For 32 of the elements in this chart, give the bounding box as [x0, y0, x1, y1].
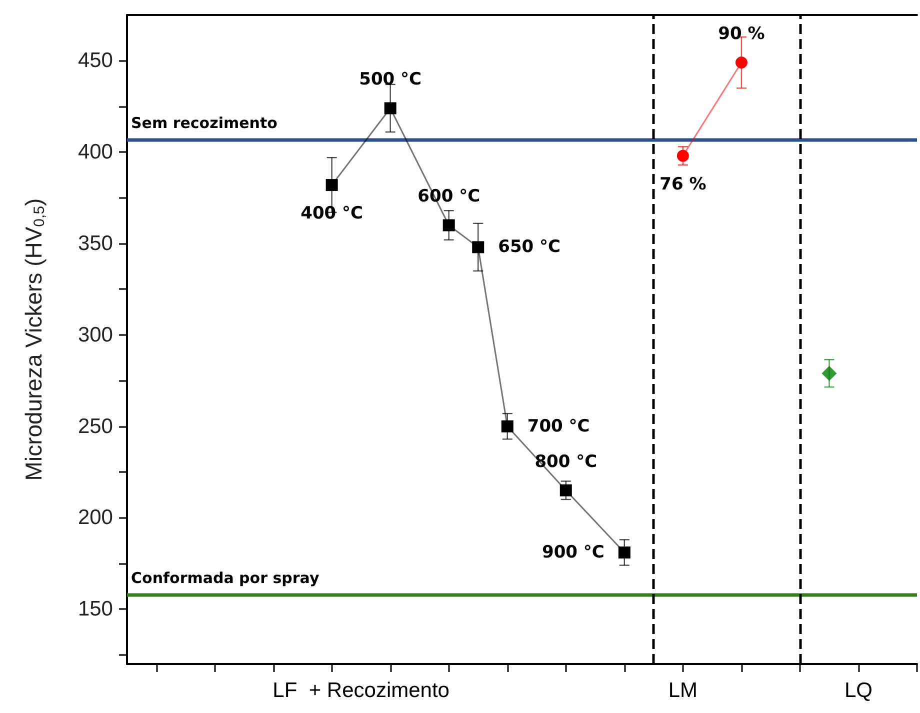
point [472, 241, 484, 254]
annotation: 500 °C [359, 70, 422, 90]
annotation: 700 °C [527, 416, 590, 436]
point [560, 484, 572, 496]
point [442, 219, 455, 232]
y-tick-label: 400 [78, 140, 113, 164]
y-tick-label: 200 [78, 506, 113, 530]
ref-line-label: Conformada por spray [131, 569, 320, 588]
y-axis-title: Microdureza Vickers (HV0,5) [20, 198, 48, 481]
annotation: 800 °C [534, 452, 598, 472]
point [822, 366, 837, 381]
point [618, 546, 630, 558]
point [501, 420, 514, 432]
x-tick-label: LF + Recozimento [272, 679, 450, 702]
point [676, 150, 689, 162]
y-tick-label: 350 [78, 232, 113, 256]
point [326, 179, 338, 192]
y-tick-label: 150 [78, 598, 113, 621]
y-tick-label: 250 [78, 414, 113, 438]
x-tick-label: LQ [844, 679, 872, 702]
annotation: 650 °C [498, 237, 560, 258]
annotation: 600 °C [418, 186, 480, 207]
annotation: 900 °C [542, 542, 604, 562]
annotation: 90 % [718, 24, 765, 44]
x-tick-label: LM [668, 679, 698, 702]
annotation: 76 % [660, 174, 706, 194]
point [384, 102, 396, 114]
point [735, 56, 748, 69]
y-tick-label: 300 [78, 323, 113, 346]
annotation: 400 °C [300, 204, 364, 224]
ref-line-label: Sem recozimento [131, 114, 278, 132]
y-tick-label: 450 [78, 49, 113, 72]
